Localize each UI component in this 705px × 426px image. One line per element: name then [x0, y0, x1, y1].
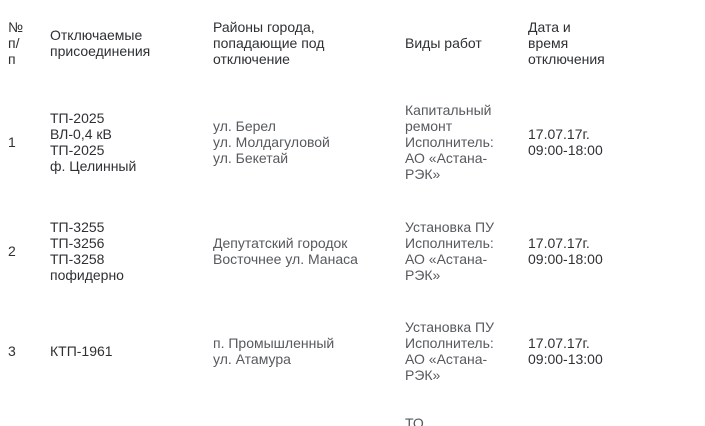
- cell-works-text: Установка ПУ Исполнитель: АО «Астана-РЭК…: [405, 319, 495, 383]
- cell-works-text: Капитальный ремонт Исполнитель: АО «Аста…: [405, 102, 494, 182]
- cell-works: Установка ПУ Исполнитель: АО «Астана-РЭК…: [397, 198, 520, 303]
- table-row: 3 КТП-1961 п. Промышленный ул. Атамура У…: [0, 303, 705, 399]
- cell-districts: Депутатский городок Восточнее ул. Манаса: [213, 234, 358, 267]
- cell-districts: п. Промышленный ул. Атамура: [213, 335, 335, 367]
- cell-works-text: Установка ПУ Исполнитель: АО «Астана-РЭК…: [405, 218, 495, 283]
- cell-districts: ул. Омарова, 53: [205, 399, 397, 426]
- cell-datetime: 17.07.17г. 09:00-12:30: [520, 399, 705, 426]
- cell-works: ТО Исполнитель: АО «Астана-РЭК»: [397, 399, 520, 426]
- col-header-num-label: № п/п: [8, 19, 24, 67]
- cell-works: Установка ПУ Исполнитель: АО «Астана-РЭК…: [397, 303, 520, 399]
- cell-connections: ТП-3255 ТП-3256 ТП-3258 пофидерно: [50, 218, 124, 283]
- cell-connections: ТП-2025 ВЛ-0,4 кВ ТП-2025 ф. Целинный: [50, 110, 137, 174]
- col-header-works: Виды работ: [397, 0, 520, 86]
- cell-row-number: 2: [8, 242, 16, 259]
- col-header-works-label: Виды работ: [405, 35, 482, 51]
- table-row: 4 ТП-173 ул. Омарова, 53 ТО Исполнитель:…: [0, 399, 705, 426]
- cell-works-text: ТО Исполнитель: АО «Астана-РЭК»: [405, 415, 424, 426]
- cell-datetime: 17.07.17г. 09:00-13:00: [528, 335, 603, 367]
- table-row: 1 ТП-2025 ВЛ-0,4 кВ ТП-2025 ф. Целинный …: [0, 86, 705, 198]
- col-header-datetime: Дата и время отключения: [520, 0, 705, 86]
- cell-connections: ТП-173: [42, 399, 205, 426]
- cell-datetime: 17.07.17г. 09:00-18:00: [528, 126, 603, 158]
- cell-districts: ул. Берел ул. Молдагуловой ул. Бекетай: [213, 118, 330, 166]
- cell-row-number: 3: [8, 343, 16, 359]
- col-header-districts-label: Районы города, попадающие под отключение: [213, 19, 325, 67]
- col-header-connections-label: Отключаемые присоединения: [50, 27, 151, 59]
- cell-works: Капитальный ремонт Исполнитель: АО «Аста…: [397, 86, 520, 198]
- table-row: 2 ТП-3255 ТП-3256 ТП-3258 пофидерно Депу…: [0, 198, 705, 303]
- cell-row-number: 4: [0, 399, 42, 426]
- cell-row-number: 1: [8, 134, 16, 150]
- header-row: № п/п Отключаемые присоединения Районы г…: [0, 0, 705, 86]
- cell-connections: КТП-1961: [50, 343, 113, 359]
- col-header-datetime-label: Дата и время отключения: [528, 19, 605, 67]
- col-header-districts: Районы города, попадающие под отключение: [205, 0, 397, 86]
- col-header-connections: Отключаемые присоединения: [42, 0, 205, 86]
- cell-datetime: 17.07.17г. 09:00-18:00: [528, 234, 603, 267]
- col-header-num: № п/п: [0, 0, 42, 86]
